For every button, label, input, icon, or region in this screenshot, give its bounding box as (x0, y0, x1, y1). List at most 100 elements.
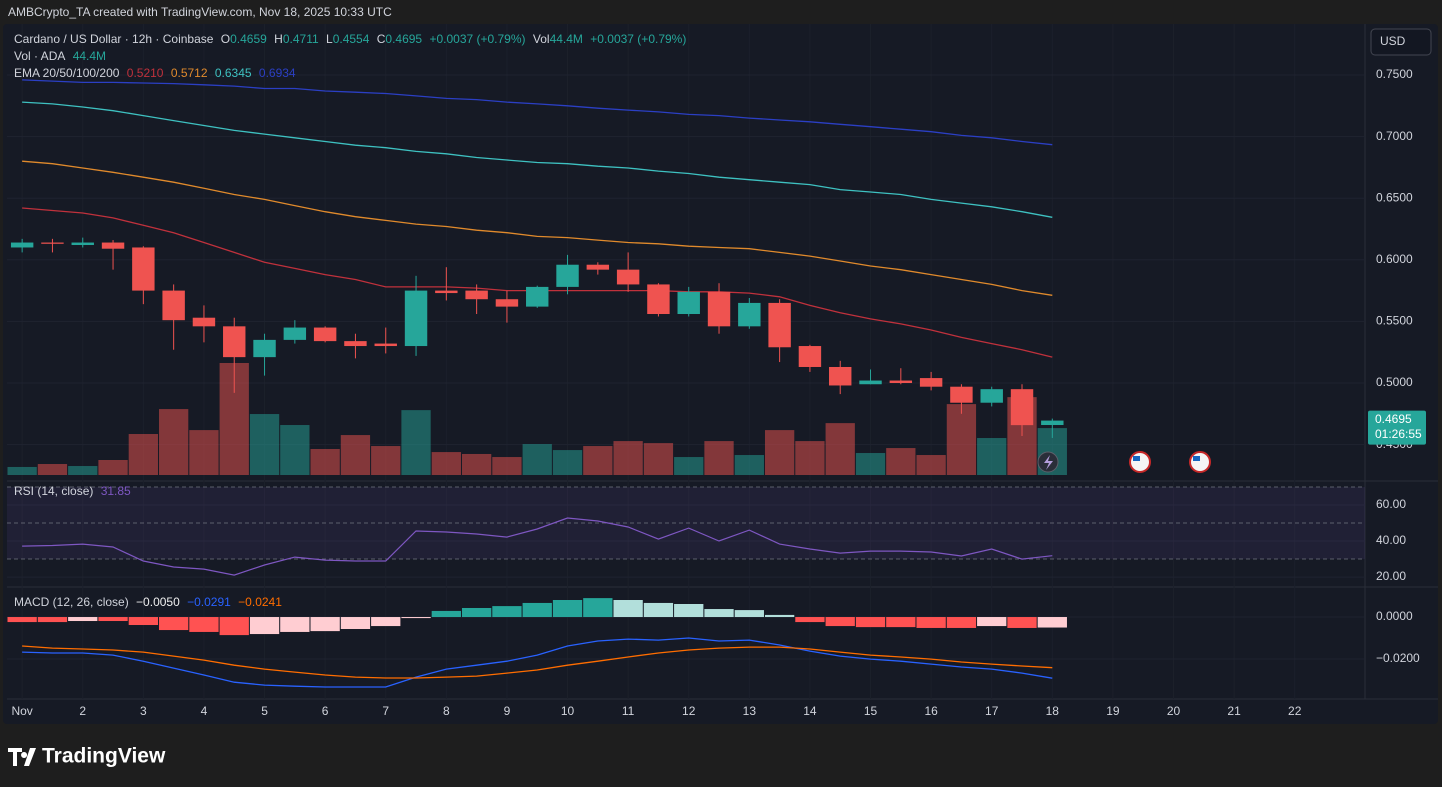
candle-body (374, 343, 397, 347)
candle-body (465, 290, 488, 300)
y-tick-label: 0.6500 (1376, 190, 1413, 204)
macd-histogram-bar (552, 600, 583, 618)
volume-value: 44.4M (72, 49, 107, 63)
macd-histogram-bar (1007, 617, 1037, 628)
ema-value: 0.5712 (170, 66, 208, 80)
vol-value: 44.4M (549, 32, 583, 46)
candle-body (980, 389, 1003, 403)
symbol-title: Cardano / US Dollar · 12h · Coinbase (14, 32, 214, 46)
y-tick-label: 0.7000 (1376, 129, 1413, 143)
macd-histogram-bar (522, 602, 552, 618)
ema-value: 0.6934 (258, 66, 296, 80)
volume-bar (734, 455, 764, 475)
macd-line (22, 637, 1053, 688)
volume-bar (795, 441, 825, 475)
candle-body (798, 346, 822, 367)
volume-title: Vol · ADA (14, 49, 66, 63)
macd-histogram-bar (98, 617, 128, 622)
volume-bar (7, 466, 37, 475)
volume-bar (371, 446, 401, 475)
x-tick-label: 6 (322, 704, 329, 718)
x-tick-label: 14 (803, 704, 817, 718)
candle-body (101, 242, 125, 249)
volume-bar (310, 449, 340, 475)
last-price-box (1368, 410, 1426, 445)
us-event-flag[interactable] (1129, 451, 1151, 473)
x-tick-label: 5 (261, 704, 268, 718)
macd-histogram-bar (946, 617, 977, 628)
x-tick-label: 9 (504, 704, 511, 718)
candle-body (526, 286, 549, 307)
currency-button[interactable]: USD (1370, 28, 1432, 56)
macd-histogram-bar (7, 617, 37, 623)
volume-bar (280, 425, 310, 475)
rsi-value: 31.85 (100, 484, 131, 498)
macd-histogram-bar (431, 610, 461, 618)
x-tick-label: 8 (443, 704, 450, 718)
ohlc-label: O (220, 32, 231, 46)
x-tick-label: 17 (985, 704, 999, 718)
x-tick-label: 3 (140, 704, 147, 718)
volume-bar (552, 450, 583, 475)
candle-body (738, 302, 761, 327)
macd-histogram-bar (916, 617, 946, 628)
change-value: +0.0037 (+0.79%) (429, 32, 526, 46)
candle-body (616, 269, 640, 285)
macd-histogram-bar (340, 617, 371, 630)
macd-value: −0.0291 (187, 595, 231, 609)
candle-body (162, 290, 185, 321)
flag-canton (1193, 456, 1200, 461)
x-tick-label: 19 (1106, 704, 1120, 718)
ohlc-label: C (376, 32, 386, 46)
ohlc-label: L (326, 32, 333, 46)
rsi-line (22, 517, 1053, 576)
macd-line (22, 645, 1053, 679)
x-tick-label: 10 (561, 704, 575, 718)
currency-button-box[interactable] (1370, 28, 1432, 56)
volume-bar (764, 430, 795, 475)
volume-bar (855, 453, 886, 475)
candle-body (283, 327, 307, 340)
x-tick-label: 11 (622, 704, 635, 718)
macd-histogram-bar (674, 603, 704, 618)
ema-title: EMA 20/50/100/200 (14, 66, 120, 80)
macd-title: MACD (12, 26, close) (14, 595, 129, 609)
volume-bar (613, 441, 643, 475)
brand-name: TradingView (42, 745, 166, 768)
x-tick-label: 22 (1288, 704, 1302, 718)
open-value: 0.4659 (230, 32, 267, 46)
macd-histogram-bar (825, 617, 855, 627)
currency-label[interactable]: USD (1380, 34, 1406, 48)
volume-bar (583, 446, 613, 475)
candle-body (707, 291, 731, 327)
candle-body (132, 247, 155, 291)
macd-histogram-bar (68, 617, 98, 622)
x-tick-label: 7 (382, 704, 389, 718)
candle-body (1041, 420, 1064, 426)
macd-histogram-bar (704, 609, 734, 618)
ema-line (22, 101, 1053, 218)
macd-histogram-bar (734, 610, 764, 618)
volume-bar (128, 434, 158, 475)
volume-bar (340, 435, 371, 475)
candle-body (1010, 389, 1034, 426)
lightning-icon (1044, 455, 1053, 470)
candle-body (950, 386, 973, 403)
macd-histogram-bar (613, 600, 643, 618)
volume-bar (431, 452, 461, 475)
brand: TradingView (8, 745, 166, 768)
candle-body (768, 302, 791, 348)
volume-bar (158, 409, 189, 475)
rsi-legend: RSI (14, close) 31.85 (14, 483, 135, 500)
volume-bar (946, 404, 977, 475)
ema-line (22, 79, 1053, 146)
ema-line (22, 160, 1053, 296)
candle-body (677, 291, 700, 315)
volume-legend: Vol · ADA 44.4M (14, 48, 110, 65)
ohlc-label: H (274, 32, 283, 46)
vol-change: +0.0037 (+0.79%) (590, 32, 687, 46)
candle-body (344, 341, 367, 347)
volume-bar (977, 438, 1007, 475)
us-event-flag[interactable] (1189, 451, 1211, 473)
